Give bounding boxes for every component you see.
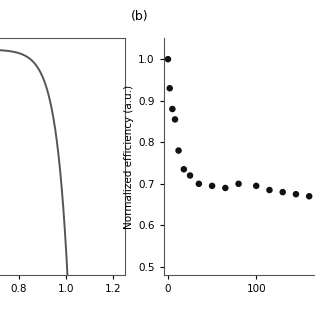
Point <box>196 181 201 186</box>
Point <box>307 194 312 199</box>
Point <box>280 189 285 195</box>
Point <box>172 117 178 122</box>
Point <box>165 57 171 62</box>
Point <box>176 148 181 153</box>
Point <box>170 107 175 112</box>
Point <box>188 173 193 178</box>
Point <box>210 183 215 188</box>
Point <box>223 185 228 190</box>
Point <box>236 181 241 186</box>
Text: (b): (b) <box>131 10 148 23</box>
Y-axis label: Normalized efficiency (a.u.): Normalized efficiency (a.u.) <box>124 85 134 229</box>
Point <box>254 183 259 188</box>
Point <box>293 192 299 197</box>
Point <box>167 86 172 91</box>
Point <box>267 188 272 193</box>
Point <box>181 167 187 172</box>
